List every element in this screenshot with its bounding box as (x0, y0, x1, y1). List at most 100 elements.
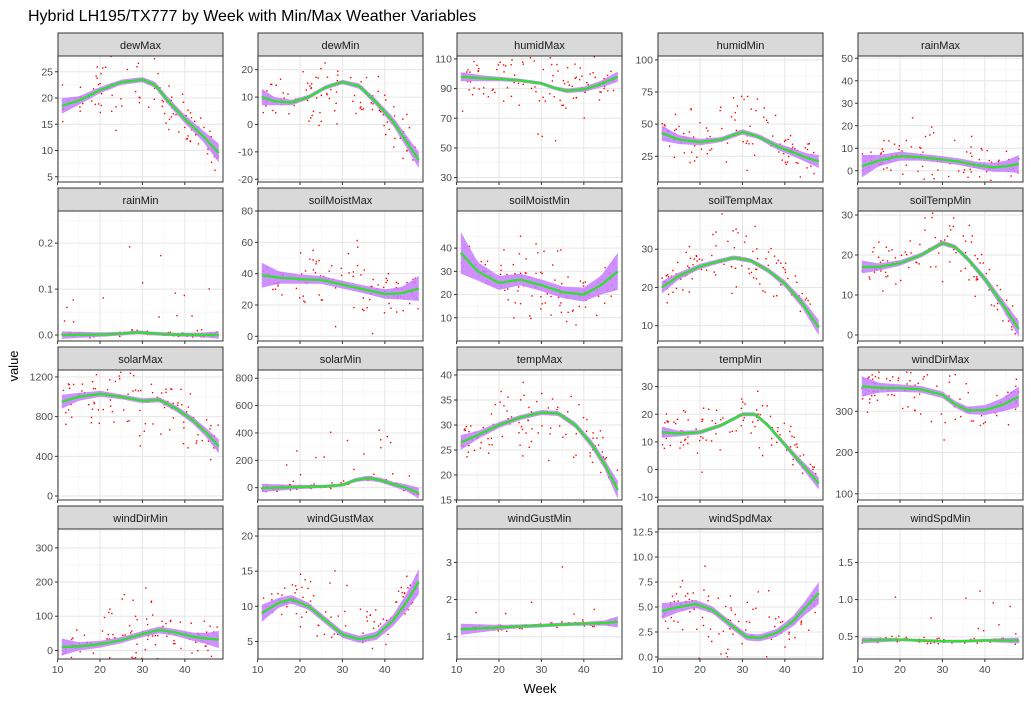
data-point (414, 277, 416, 279)
data-point (359, 107, 361, 109)
data-point (568, 84, 570, 86)
smooth-line (261, 581, 420, 641)
data-point (720, 106, 722, 108)
data-point (378, 429, 380, 431)
data-point (101, 630, 104, 632)
data-point (808, 142, 810, 145)
data-point (298, 297, 301, 299)
data-point (111, 94, 113, 97)
data-point (62, 120, 64, 123)
data-point (892, 376, 894, 378)
data-point (905, 139, 908, 142)
data-point (326, 92, 328, 95)
data-point (504, 289, 506, 292)
data-point (867, 377, 869, 379)
data-point (182, 101, 185, 103)
data-point (998, 159, 1000, 162)
data-point (350, 76, 352, 79)
data-point (976, 277, 978, 280)
data-point (312, 595, 315, 597)
data-point (369, 298, 371, 301)
data-point (784, 268, 786, 271)
data-point (788, 631, 790, 634)
data-point (265, 105, 267, 107)
data-point (183, 294, 186, 297)
data-point (172, 113, 175, 115)
data-point (970, 135, 973, 138)
data-point (329, 582, 331, 584)
data-point (784, 161, 787, 163)
data-point (70, 416, 73, 419)
data-point (112, 633, 114, 636)
data-point (794, 275, 797, 277)
data-point (162, 101, 165, 103)
data-point (804, 147, 806, 149)
data-point (335, 91, 338, 93)
data-point (294, 592, 296, 594)
data-point (203, 620, 206, 622)
data-point (661, 122, 663, 125)
data-point (723, 263, 725, 266)
data-point (914, 384, 916, 386)
data-point (353, 468, 355, 471)
data-point (389, 441, 392, 444)
data-point (732, 633, 734, 635)
data-point (673, 129, 676, 132)
smooth-line (459, 251, 619, 296)
data-point (287, 93, 289, 95)
data-point (734, 613, 736, 616)
data-point (301, 616, 303, 618)
data-point (757, 419, 759, 422)
data-point (768, 616, 770, 618)
y-tick-label: 12.5 (633, 527, 654, 539)
data-point (565, 320, 568, 323)
panel-data (61, 246, 219, 339)
y-tick-label: 5 (47, 171, 53, 183)
data-point (709, 149, 711, 151)
data-point (522, 381, 524, 384)
y-tick-label: 800 (35, 411, 53, 423)
data-point (996, 414, 998, 417)
data-point (749, 125, 751, 127)
data-point (878, 371, 880, 373)
data-point (731, 292, 733, 295)
data-point (558, 425, 561, 427)
y-tick-label: 1.0 (838, 594, 853, 606)
data-point (878, 241, 880, 243)
data-point (541, 135, 543, 138)
data-point (876, 399, 879, 401)
smooth-line (661, 413, 820, 485)
data-point (553, 96, 555, 98)
panel-data (460, 381, 619, 499)
data-point (882, 259, 884, 261)
data-point (377, 75, 380, 78)
data-point (487, 96, 490, 98)
data-point (497, 64, 500, 66)
data-point (317, 77, 319, 79)
y-tick-label: 0.0 (638, 652, 653, 664)
data-point (947, 175, 950, 178)
data-point (665, 275, 668, 277)
data-point (802, 454, 805, 456)
data-point (943, 239, 946, 241)
data-point (944, 421, 946, 424)
data-point (765, 656, 768, 658)
data-point (510, 416, 513, 418)
data-point (675, 128, 677, 130)
data-point (468, 444, 470, 447)
data-point (920, 413, 922, 415)
data-point (479, 447, 482, 449)
data-point (492, 88, 494, 90)
data-point (931, 173, 933, 176)
data-point (948, 381, 951, 384)
data-point (552, 74, 554, 77)
data-point (672, 269, 674, 272)
data-point (399, 137, 402, 139)
data-point (898, 145, 901, 147)
data-point (923, 636, 925, 639)
y-tick-label: 5.0 (638, 602, 653, 614)
data-point (954, 418, 957, 421)
x-tick-label: 20 (894, 664, 906, 676)
data-point (412, 278, 414, 281)
data-point (720, 653, 722, 655)
